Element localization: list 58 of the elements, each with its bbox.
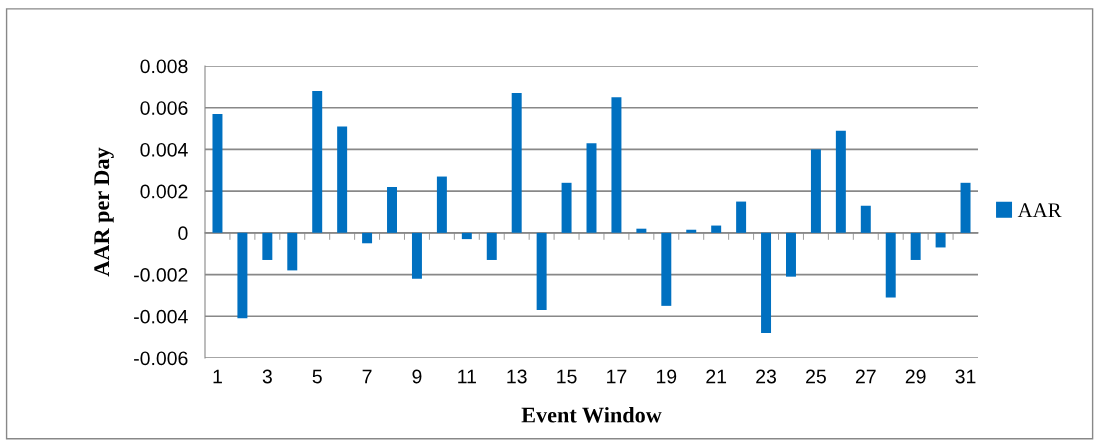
legend-label: AAR bbox=[1017, 203, 1062, 218]
bar bbox=[636, 228, 647, 233]
x-tick-label: 29 bbox=[905, 369, 926, 384]
x-tick-label: 27 bbox=[855, 369, 876, 384]
x-tick-label: 31 bbox=[955, 369, 976, 384]
x-axis-title: Event Window bbox=[521, 406, 662, 423]
x-tick-label: 7 bbox=[362, 369, 372, 384]
y-tick-label: -0.004 bbox=[134, 309, 188, 324]
bar bbox=[960, 182, 971, 233]
x-tick-label: 9 bbox=[412, 369, 422, 384]
y-tick-label: 0.006 bbox=[140, 101, 188, 115]
bar bbox=[337, 126, 348, 233]
x-tick-label: 3 bbox=[262, 369, 272, 384]
x-tick-label: 13 bbox=[507, 369, 527, 384]
x-tick-label: 19 bbox=[656, 369, 677, 384]
bar bbox=[262, 232, 273, 260]
bar bbox=[461, 232, 472, 240]
bar bbox=[860, 205, 871, 233]
bar bbox=[786, 232, 796, 277]
bar bbox=[561, 182, 572, 233]
bar bbox=[611, 97, 622, 233]
bar bbox=[536, 232, 547, 311]
x-tick-label: 25 bbox=[806, 369, 826, 384]
bar bbox=[761, 232, 772, 333]
bar bbox=[661, 232, 672, 306]
y-tick-label: 0.004 bbox=[140, 142, 188, 157]
bar bbox=[411, 232, 422, 279]
bar bbox=[362, 232, 373, 244]
bar bbox=[312, 91, 323, 233]
x-tick-label: 23 bbox=[756, 369, 777, 384]
y-tick-label: 0.008 bbox=[140, 59, 188, 74]
y-axis-title: AAR per Day bbox=[94, 147, 114, 277]
bar bbox=[212, 113, 223, 233]
bar bbox=[486, 232, 497, 260]
y-tick-label: 0.002 bbox=[140, 184, 188, 199]
bar bbox=[287, 232, 298, 271]
y-tick-label: -0.006 bbox=[134, 351, 188, 366]
bar bbox=[810, 149, 821, 233]
bar bbox=[586, 143, 597, 233]
bar bbox=[686, 229, 697, 233]
x-tick-label: 5 bbox=[312, 369, 322, 384]
x-tick-label: 17 bbox=[607, 369, 627, 384]
bar bbox=[935, 232, 946, 248]
bar bbox=[436, 176, 447, 233]
bar bbox=[835, 130, 846, 233]
bar bbox=[910, 232, 921, 260]
y-tick-label: -0.002 bbox=[134, 268, 188, 282]
bar bbox=[511, 93, 522, 233]
y-tick-label: 0 bbox=[178, 226, 188, 241]
bar bbox=[387, 186, 397, 233]
bar bbox=[736, 201, 747, 233]
bar bbox=[885, 232, 896, 298]
x-tick-label: 21 bbox=[706, 369, 727, 384]
x-tick-label: 11 bbox=[458, 369, 476, 384]
bar bbox=[711, 225, 722, 233]
x-tick-label: 15 bbox=[557, 369, 577, 384]
x-tick-label: 1 bbox=[213, 369, 222, 384]
bar bbox=[237, 232, 248, 319]
